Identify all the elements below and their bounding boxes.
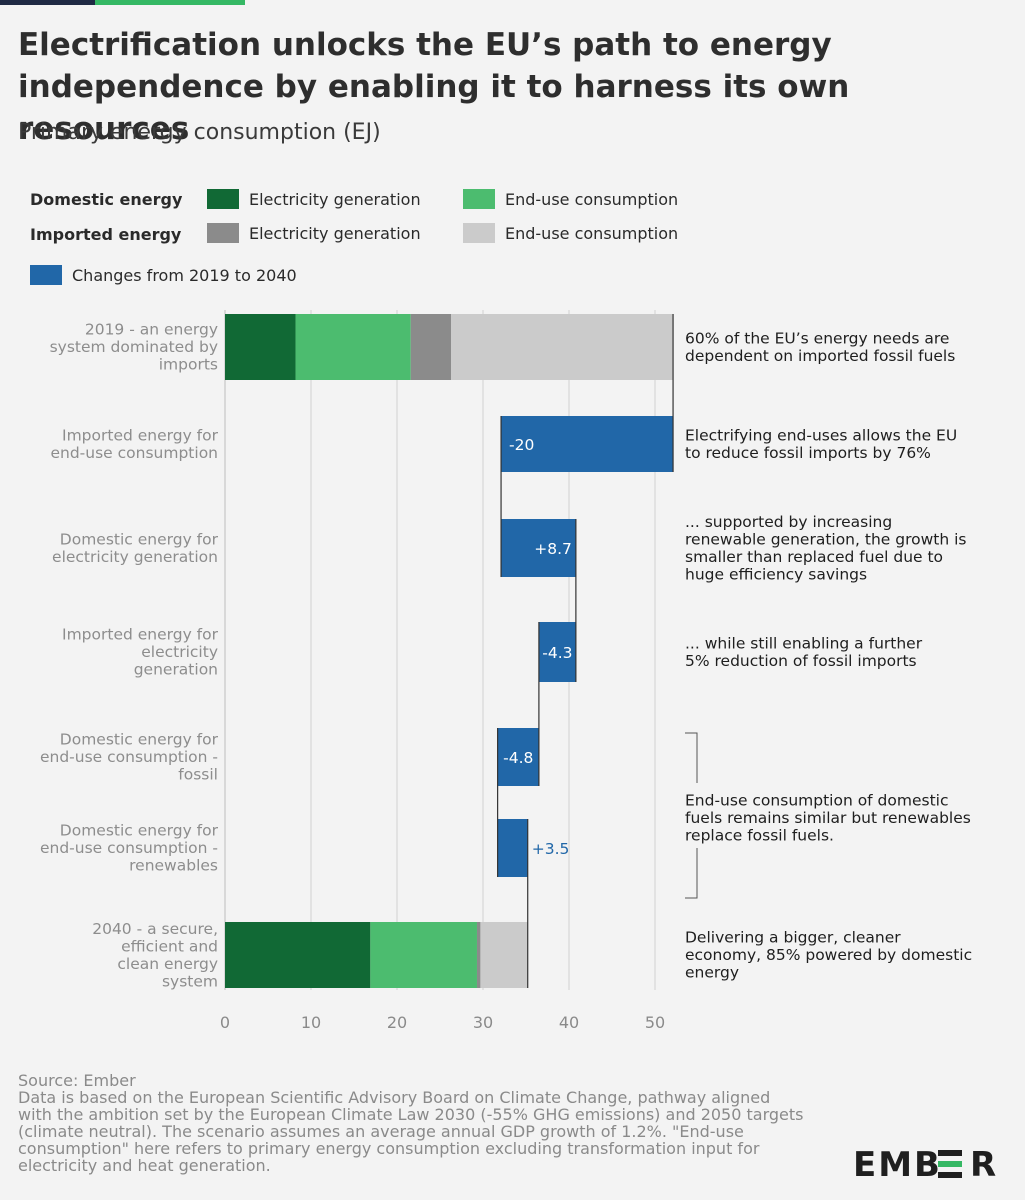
bar-segment [225, 922, 371, 988]
legend-swatch-imported-enduse [463, 223, 495, 243]
legend-swatch-domestic-elec [207, 189, 239, 209]
bar-segment [370, 922, 477, 988]
logo-e-mark [938, 1150, 962, 1178]
bracket-bottom [685, 848, 698, 899]
bar-segment [225, 314, 296, 380]
row-label: 2040 - a secure, efficient and clean energ… [92, 920, 218, 991]
row-label: Imported energy for electricity generation [62, 626, 219, 679]
footer-source: Source: Ember [18, 1071, 136, 1090]
legend-domestic-elec: Electricity generation [207, 189, 421, 209]
bracket-top [685, 732, 698, 783]
x-tick-label: 20 [387, 1013, 407, 1032]
row-annotation: ... while still enabling a further 5% red… [685, 634, 923, 670]
change-bar [497, 819, 528, 877]
legend-changes: Changes from 2019 to 2040 [30, 265, 297, 285]
legend-imported-label: Imported energy [30, 225, 182, 244]
top-accent-bar [0, 0, 245, 5]
chart-subtitle: Primary energy consumption (EJ) [18, 120, 381, 145]
x-tick-label: 30 [473, 1013, 493, 1032]
x-tick-label: 0 [220, 1013, 230, 1032]
waterfall-chart: 0 10 20 30 40 50 2019 - an energy system domina… [40, 310, 972, 1032]
bar-segment [451, 314, 674, 380]
bar-segment [476, 922, 481, 988]
row-label: Domestic energy for end-use consumption -… [40, 822, 219, 875]
legend-swatch-domestic-enduse [463, 189, 495, 209]
footer: Source: Ember Data is based on the Europ… [18, 1072, 808, 1174]
x-tick-label: 50 [645, 1013, 665, 1032]
ember-logo: EMB R [853, 1145, 999, 1185]
row-annotation: Electrifying end-uses allows the EU to re… [685, 426, 957, 462]
row-annotation: ... supported by increasing renewable gen… [685, 513, 966, 584]
legend-imported-elec: Electricity generation [207, 223, 421, 243]
x-tick-label: 40 [559, 1013, 579, 1032]
row-label: Domestic energy for end-use consumption -… [40, 731, 219, 784]
bracket-annotation: End-use consumption of domestic fuels rem… [685, 792, 971, 845]
chart-title: Electrification unlocks the EU’s path to… [18, 27, 850, 147]
row-annotation: 60% of the EU’s energy needs are dependen… [685, 329, 955, 365]
legend-imported-enduse: End-use consumption [463, 223, 678, 243]
footer-note: Data is based on the European Scientific… [18, 1088, 804, 1175]
x-tick-label: 10 [301, 1013, 321, 1032]
legend-swatch-imported-elec [207, 223, 239, 243]
top-accent-green [95, 0, 245, 5]
change-bar [497, 728, 539, 786]
bar-segment [295, 314, 411, 380]
row-label: Imported energy for end-use consumption [50, 426, 218, 462]
bar-segment [480, 922, 528, 988]
change-value-label: +3.5 [532, 840, 570, 858]
legend-domestic-label: Domestic energy [30, 190, 183, 209]
change-value-label: -4.3 [542, 644, 572, 662]
legend-domestic-enduse: End-use consumption [463, 189, 678, 209]
row-label: Domestic energy for electricity generatio… [52, 530, 219, 566]
bar-segment [410, 314, 452, 380]
legend-swatch-changes [30, 265, 62, 285]
change-bar [501, 519, 576, 577]
change-value-label: -4.8 [503, 749, 533, 767]
change-value-label: -20 [509, 436, 534, 454]
top-accent-dark [0, 0, 95, 5]
change-value-label: +8.7 [534, 540, 572, 558]
row-label: 2019 - an energy system dominated by impor… [50, 321, 218, 374]
change-bar [501, 416, 674, 472]
row-annotation: Delivering a bigger, cleaner economy, 85%… [685, 929, 972, 982]
change-bar [538, 622, 576, 682]
